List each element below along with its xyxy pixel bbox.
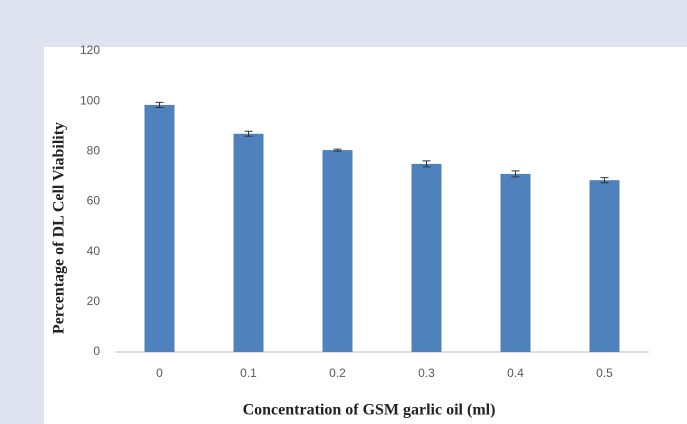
y-axis-title: Percentage of DL Cell Viability [51, 122, 68, 334]
x-axis-title: Concentration of GSM garlic oil (ml) [243, 402, 496, 419]
y-tick-label: 100 [80, 93, 100, 107]
error-bar [333, 148, 342, 152]
y-tick-label: 20 [87, 294, 101, 308]
error-bar [244, 130, 253, 137]
y-tick-label: 120 [80, 43, 100, 57]
x-tick-label: 0.5 [596, 366, 613, 380]
x-tick-label: 0.3 [418, 366, 435, 380]
error-bar [422, 160, 431, 168]
error-bar [511, 170, 520, 178]
x-tick-label: 0.4 [507, 366, 524, 380]
error-bar [155, 101, 164, 108]
y-tick-label: 80 [87, 144, 101, 158]
x-tick-label: 0.1 [240, 366, 257, 380]
y-tick-label: 60 [87, 194, 101, 208]
bar [322, 150, 353, 352]
y-tick-label: 40 [87, 244, 101, 258]
bar [500, 173, 531, 352]
bar [589, 180, 620, 352]
bar [233, 133, 264, 352]
bar [144, 104, 175, 352]
y-tick-label: 0 [93, 344, 100, 358]
bar [411, 163, 442, 352]
x-tick-label: 0 [156, 366, 163, 380]
error-bar [600, 177, 609, 184]
x-tick-label: 0.2 [329, 366, 346, 380]
